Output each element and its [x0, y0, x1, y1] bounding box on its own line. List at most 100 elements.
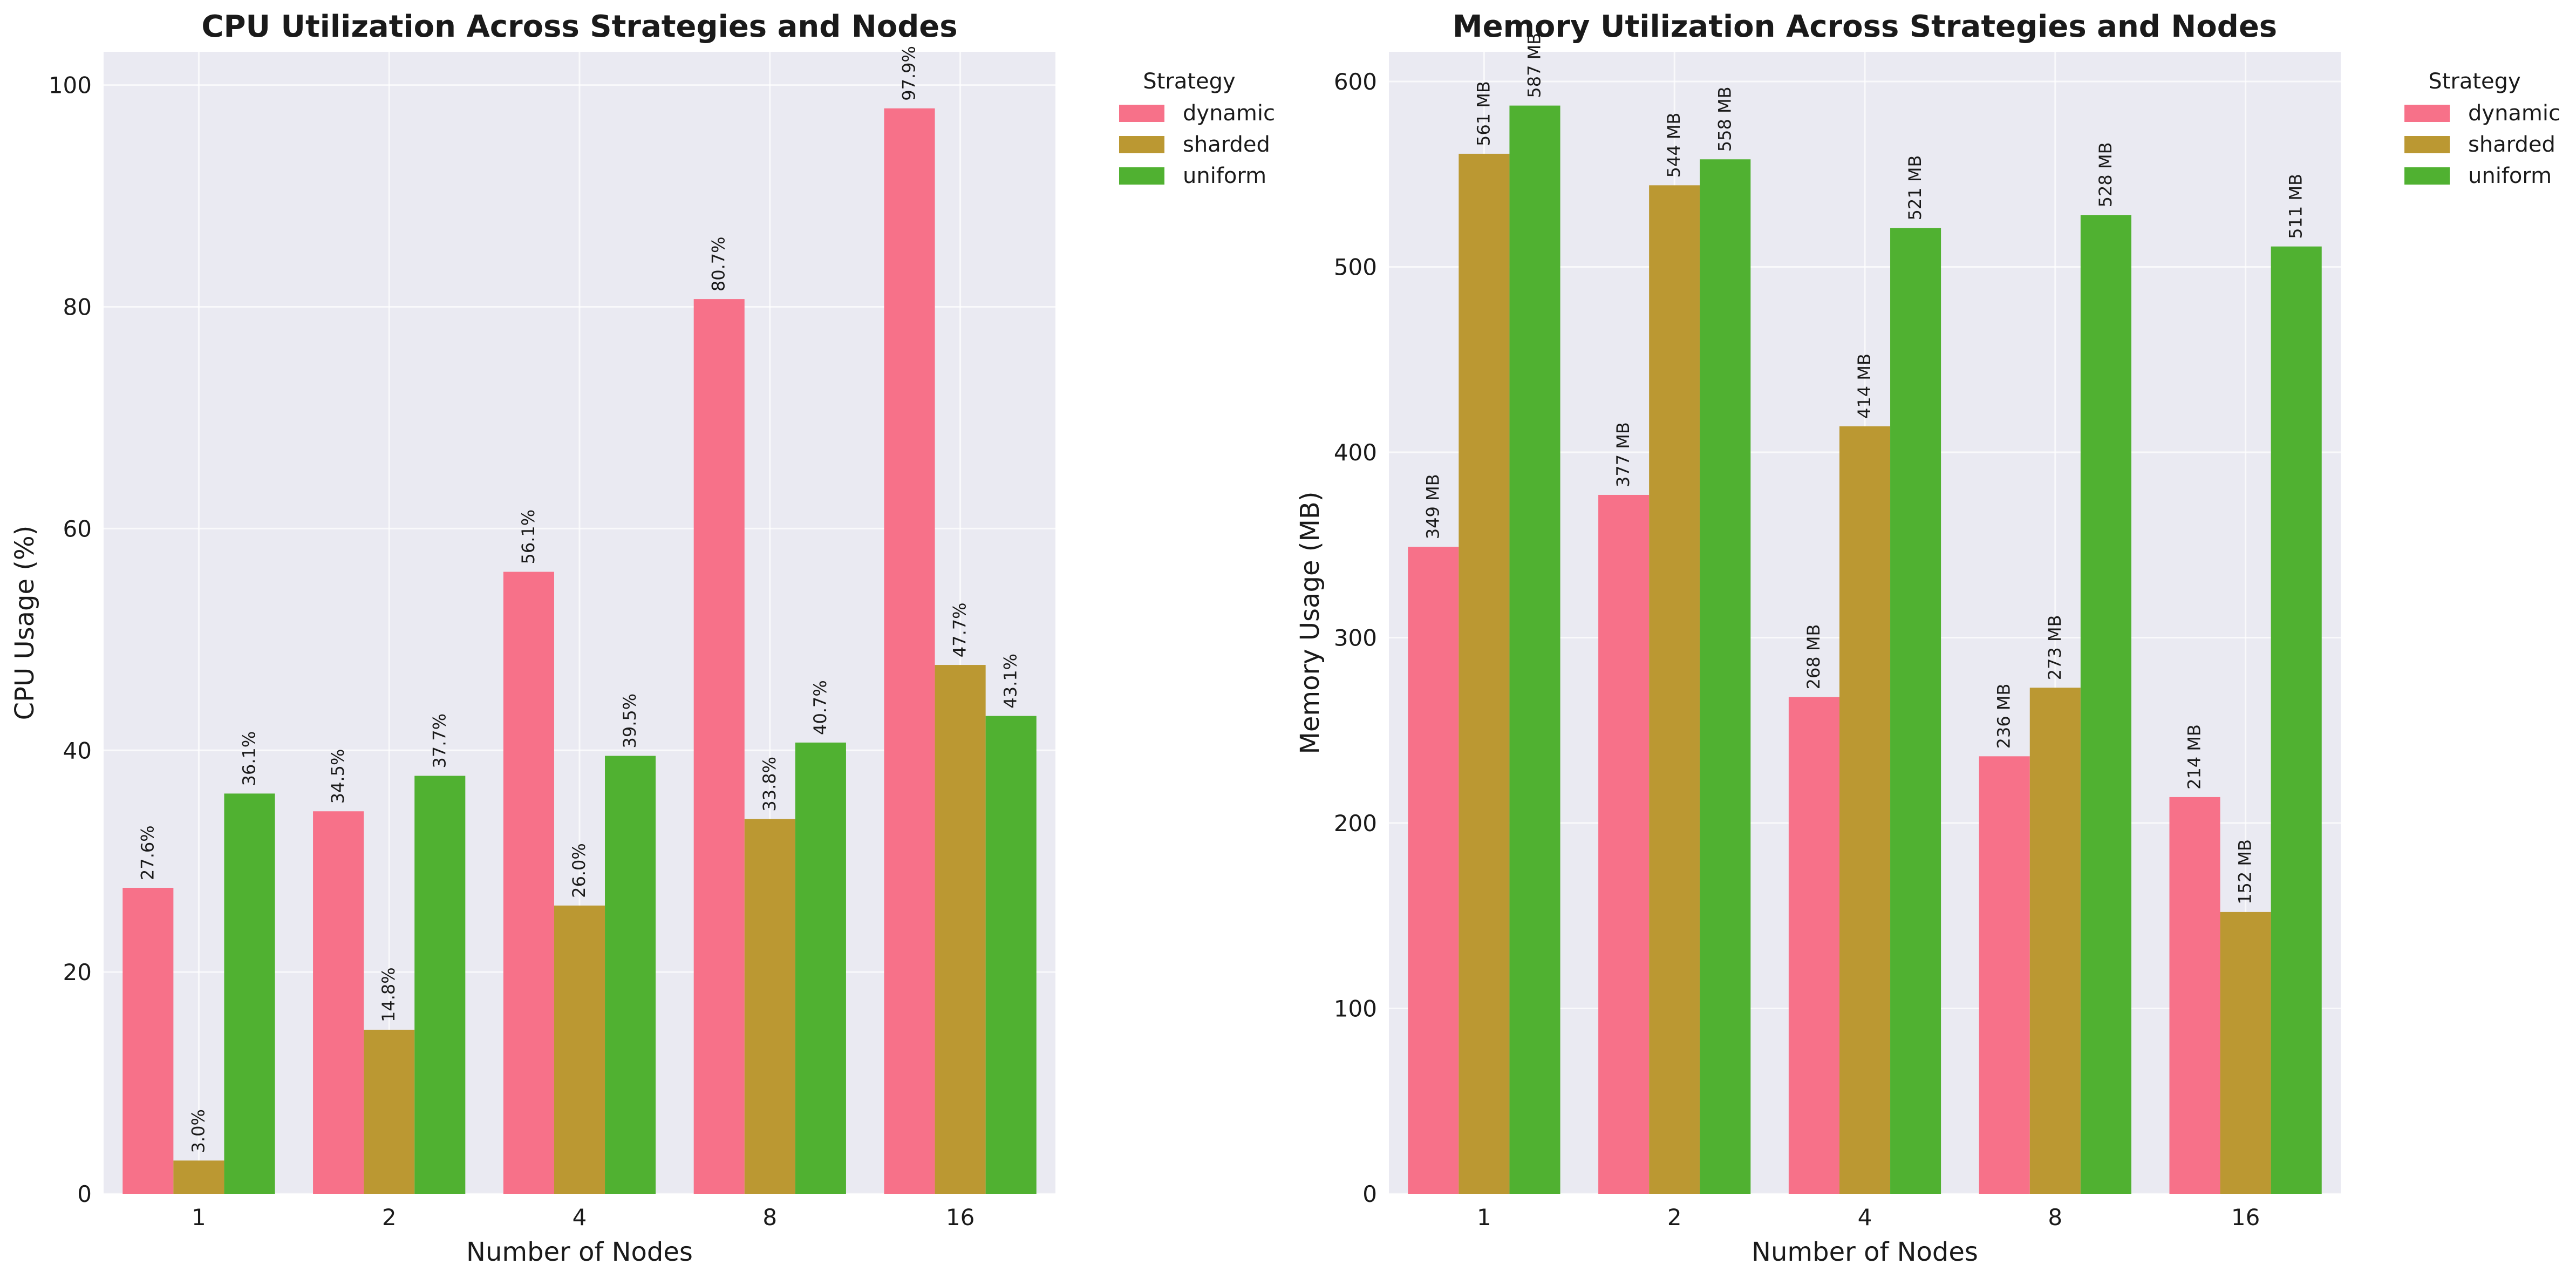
legend-label-sharded: sharded: [2468, 132, 2555, 157]
x-tick-label: 8: [2048, 1204, 2062, 1231]
data-label: 521 MB: [1905, 155, 1925, 221]
x-tick-label: 4: [1858, 1204, 1872, 1231]
data-label: 39.5%: [619, 694, 640, 749]
data-label: 561 MB: [1473, 81, 1494, 146]
legend-swatch-uniform: [1119, 167, 1164, 185]
bar-uniform: [224, 793, 275, 1194]
data-label: 558 MB: [1714, 86, 1735, 152]
y-tick-label: 500: [1334, 254, 1377, 280]
y-tick-label: 400: [1334, 439, 1377, 466]
bar-uniform: [1700, 159, 1751, 1194]
x-tick-label: 1: [192, 1204, 206, 1231]
y-tick-label: 300: [1334, 624, 1377, 651]
legend-title: Strategy: [1143, 69, 1235, 94]
data-label: 14.8%: [378, 967, 399, 1022]
legend: Strategy dynamic sharded uniform: [1119, 69, 1275, 188]
data-label: 273 MB: [2045, 615, 2065, 680]
chart-title: CPU Utilization Across Strategies and No…: [201, 9, 957, 44]
bar-dynamic: [122, 887, 174, 1194]
bar-sharded: [554, 905, 605, 1194]
bar-dynamic: [884, 108, 935, 1194]
bar-dynamic: [1788, 697, 1839, 1194]
data-label: 152 MB: [2235, 839, 2255, 905]
legend-label-dynamic: dynamic: [2468, 101, 2560, 126]
bar-uniform: [795, 742, 846, 1194]
legend-label-dynamic: dynamic: [1183, 101, 1275, 126]
data-label: 47.7%: [950, 602, 970, 657]
legend-swatch-sharded: [1119, 136, 1164, 153]
data-label: 56.1%: [518, 509, 539, 565]
data-label: 36.1%: [238, 731, 259, 786]
bar-sharded: [935, 665, 986, 1194]
data-label: 414 MB: [1854, 354, 1875, 419]
x-tick-label: 1: [1477, 1204, 1491, 1231]
bar-dynamic: [693, 299, 745, 1194]
bar-sharded: [364, 1029, 415, 1194]
bar-sharded: [1649, 185, 1700, 1194]
data-label: 214 MB: [2184, 724, 2205, 790]
bar-uniform: [1509, 105, 1560, 1194]
bar-dynamic: [1979, 756, 2030, 1194]
data-label: 511 MB: [2286, 174, 2306, 239]
bar-sharded: [744, 819, 795, 1194]
y-tick-label: 80: [63, 294, 92, 321]
x-tick-label: 4: [573, 1204, 587, 1231]
legend-label-sharded: sharded: [1183, 132, 1270, 157]
bar-sharded: [2029, 688, 2081, 1194]
data-label: 26.0%: [569, 843, 589, 898]
bar-uniform: [2271, 246, 2322, 1194]
data-label: 80.7%: [708, 236, 729, 291]
y-tick-label: 200: [1334, 810, 1377, 837]
legend-title: Strategy: [2428, 69, 2520, 94]
data-label: 43.1%: [1000, 654, 1021, 709]
bar-sharded: [2220, 912, 2271, 1194]
x-tick-label: 2: [1667, 1204, 1682, 1231]
legend-swatch-uniform: [2404, 167, 2450, 185]
data-label: 236 MB: [1994, 684, 2014, 749]
bar-dynamic: [1408, 547, 1459, 1194]
data-label: 27.6%: [137, 825, 158, 880]
legend-swatch-dynamic: [2404, 105, 2450, 122]
x-tick-label: 8: [762, 1204, 777, 1231]
bar-uniform: [985, 716, 1037, 1194]
bar-uniform: [1890, 228, 1941, 1194]
chart-cpu: 0 20 40 60 80 100 27.6% 34.5% 56.1% 80.7% 97.9% 3.0…: [10, 9, 1275, 1267]
data-label: 3.0%: [188, 1109, 208, 1153]
legend-swatch-sharded: [2404, 136, 2450, 153]
data-label: 349 MB: [1422, 474, 1443, 539]
chart-title: Memory Utilization Across Strategies and…: [1453, 9, 2277, 44]
bar-sharded: [1459, 153, 1510, 1194]
x-axis-label: Number of Nodes: [1752, 1237, 1978, 1267]
data-label: 33.8%: [759, 757, 780, 812]
data-label: 268 MB: [1803, 624, 1824, 690]
x-axis-label: Number of Nodes: [466, 1237, 693, 1267]
data-label: 528 MB: [2095, 142, 2116, 207]
data-label: 544 MB: [1664, 113, 1684, 178]
data-label: 40.7%: [810, 680, 830, 735]
bar-uniform: [2080, 215, 2131, 1194]
chart-memory: 0 100 200 300 400 500 600 349 MB 377 MB 268 MB 236…: [1295, 9, 2560, 1267]
y-tick-label: 600: [1334, 69, 1377, 95]
bar-dynamic: [313, 811, 364, 1194]
legend: Strategy dynamic sharded uniform: [2404, 69, 2560, 188]
y-tick-label: 100: [49, 72, 92, 99]
y-tick-label: 0: [1362, 1181, 1377, 1207]
data-label: 37.7%: [429, 713, 449, 769]
y-tick-label: 100: [1334, 995, 1377, 1022]
legend-label-uniform: uniform: [1183, 164, 1266, 188]
legend-swatch-dynamic: [1119, 105, 1164, 122]
y-tick-label: 60: [63, 515, 92, 542]
y-tick-label: 40: [63, 737, 92, 764]
x-tick-label: 16: [946, 1204, 974, 1231]
bar-dynamic: [503, 572, 554, 1194]
y-tick-label: 0: [77, 1181, 92, 1207]
bar-uniform: [605, 756, 656, 1194]
bar-uniform: [414, 776, 466, 1194]
bar-dynamic: [2169, 797, 2220, 1194]
legend-label-uniform: uniform: [2468, 164, 2552, 188]
x-tick-label: 16: [2231, 1204, 2260, 1231]
data-label: 377 MB: [1613, 422, 1633, 487]
bar-dynamic: [1598, 494, 1650, 1194]
bar-sharded: [1839, 426, 1891, 1194]
